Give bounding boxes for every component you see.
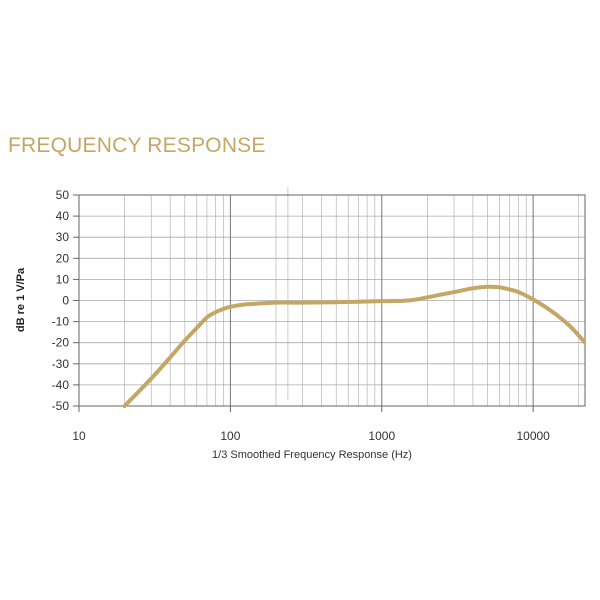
- x-ticks: 10 100 1000 10000: [72, 429, 550, 443]
- y-tick-label: 20: [56, 251, 70, 265]
- series-group: [122, 284, 585, 408]
- y-tick-label: 0: [62, 294, 69, 308]
- y-ticks: 50 40 30 20 10 0 -10 -20 -30 -40 -50: [52, 188, 70, 413]
- y-tick-label: 50: [56, 188, 70, 202]
- y-tick-label: 10: [56, 272, 70, 286]
- x-tick-label: 10000: [516, 429, 550, 443]
- x-axis-label: 1/3 Smoothed Frequency Response (Hz): [212, 449, 412, 461]
- chart-title: FREQUENCY RESPONSE: [8, 134, 266, 157]
- y-tick-label: 40: [56, 209, 70, 223]
- plot-frame: [73, 194, 586, 412]
- y-axis-label: dB re 1 V/Pa: [15, 267, 27, 332]
- y-tick-label: -50: [52, 399, 70, 413]
- frequency-response-curve: [122, 284, 585, 408]
- y-tick-label: -10: [52, 315, 70, 329]
- x-tick-label: 10: [72, 429, 86, 443]
- y-tick-label: -20: [52, 336, 70, 350]
- y-tick-label: -30: [52, 357, 70, 371]
- y-tick-label: -40: [52, 378, 70, 392]
- x-tick-label: 1000: [368, 429, 395, 443]
- x-tick-label: 100: [220, 429, 240, 443]
- y-tick-label: 30: [56, 230, 70, 244]
